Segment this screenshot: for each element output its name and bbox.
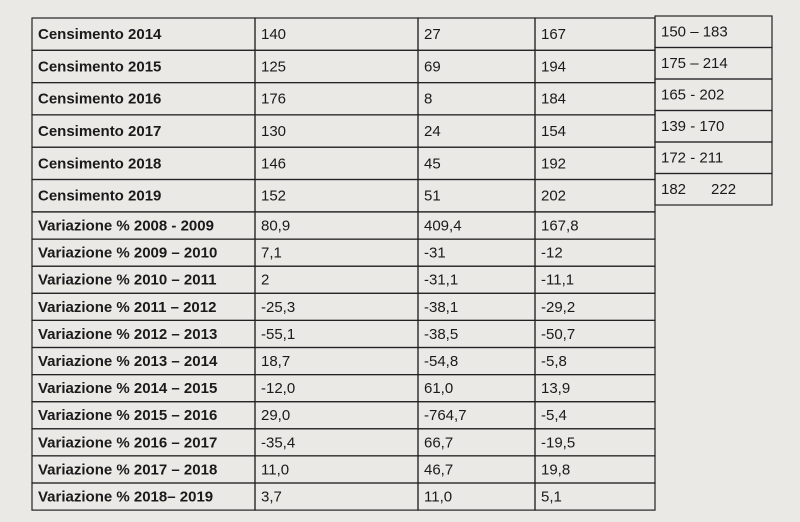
cell-value: 172 - 211 xyxy=(661,150,723,167)
cell-value: 51 xyxy=(424,188,441,205)
cell-value: 184 xyxy=(541,91,566,108)
cell-value: 139 - 170 xyxy=(661,118,724,135)
cell-value: -12 xyxy=(541,245,563,262)
cell-value: -38,1 xyxy=(424,299,458,316)
cell-value: -5,4 xyxy=(541,407,567,424)
cell-value: 175 – 214 xyxy=(661,55,728,72)
cell-value: -11,1 xyxy=(541,272,574,289)
row-label: Variazione % 2018– 2019 xyxy=(38,489,213,506)
cell-value: -54,8 xyxy=(424,353,458,370)
cell-value: 152 xyxy=(261,188,286,205)
cell-value: -25,3 xyxy=(261,299,295,316)
row-label: Variazione % 2015 – 2016 xyxy=(38,407,217,424)
cell-value: 19,8 xyxy=(541,461,570,478)
cell-value: -5,8 xyxy=(541,353,567,370)
row-label: Censimento 2017 xyxy=(38,123,161,140)
cell-value: 165 - 202 xyxy=(661,87,724,104)
cell-value: 194 xyxy=(541,58,566,75)
cell-value: 69 xyxy=(424,58,441,75)
cell-value: 46,7 xyxy=(424,461,453,478)
cell-value: 80,9 xyxy=(261,218,290,235)
cell-value: 140 xyxy=(261,26,286,43)
row-label: Variazione % 2012 – 2013 xyxy=(38,326,217,343)
cell-value: 8 xyxy=(424,91,432,108)
cell-value: 167,8 xyxy=(541,218,579,235)
cell-value: -764,7 xyxy=(424,407,467,424)
row-label: Variazione % 2014 – 2015 xyxy=(38,380,217,397)
row-label: Censimento 2014 xyxy=(38,26,162,43)
cell-value: -29,2 xyxy=(541,299,575,316)
cell-value: 24 xyxy=(424,123,441,140)
row-label: Censimento 2019 xyxy=(38,188,161,205)
cell-value: -31,1 xyxy=(424,272,458,289)
row-label: Censimento 2016 xyxy=(38,91,161,108)
cell-value: 182 222 xyxy=(661,181,736,198)
cell-value: 146 xyxy=(261,155,286,172)
cell-value: -55,1 xyxy=(261,326,295,343)
row-label: Censimento 2018 xyxy=(38,155,161,172)
cell-value: -19,5 xyxy=(541,434,575,451)
table-cell xyxy=(534,482,656,511)
cell-value: 45 xyxy=(424,155,441,172)
cell-value: 7,1 xyxy=(261,245,282,262)
cell-value: 18,7 xyxy=(261,353,290,370)
cell-value: 11,0 xyxy=(261,461,289,478)
row-label: Variazione % 2016 – 2017 xyxy=(38,434,217,451)
cell-value: 150 – 183 xyxy=(661,24,728,41)
cell-value: 27 xyxy=(424,26,441,43)
cell-value: -50,7 xyxy=(541,326,575,343)
cell-value: 125 xyxy=(261,58,286,75)
cell-value: 11,0 xyxy=(424,489,452,506)
table-cell xyxy=(654,172,773,206)
cell-value: 13,9 xyxy=(541,380,570,397)
cell-value: -35,4 xyxy=(261,434,295,451)
cell-value: 167 xyxy=(541,26,566,43)
cell-value: -38,5 xyxy=(424,326,458,343)
cell-value: 154 xyxy=(541,123,566,140)
cell-value: 409,4 xyxy=(424,218,462,235)
cell-value: 5,1 xyxy=(541,489,562,506)
row-label: Variazione % 2011 – 2012 xyxy=(38,299,216,316)
cell-value: 130 xyxy=(261,123,286,140)
row-label: Variazione % 2008 - 2009 xyxy=(38,218,214,235)
cell-value: 61,0 xyxy=(424,380,453,397)
row-label: Variazione % 2017 – 2018 xyxy=(38,461,217,478)
row-label: Variazione % 2013 – 2014 xyxy=(38,353,218,370)
row-label: Variazione % 2010 – 2011 xyxy=(38,272,216,289)
cell-value: 202 xyxy=(541,188,566,205)
cell-value: 3,7 xyxy=(261,489,282,506)
cell-value: 192 xyxy=(541,155,566,172)
row-label: Censimento 2015 xyxy=(38,58,161,75)
cell-value: 66,7 xyxy=(424,434,453,451)
row-label: Variazione % 2009 – 2010 xyxy=(38,245,217,262)
cell-value: -12,0 xyxy=(261,380,295,397)
cell-value: 2 xyxy=(261,272,269,289)
cell-value: 29,0 xyxy=(261,407,290,424)
cell-value: 176 xyxy=(261,91,286,108)
cell-value: -31 xyxy=(424,245,446,262)
